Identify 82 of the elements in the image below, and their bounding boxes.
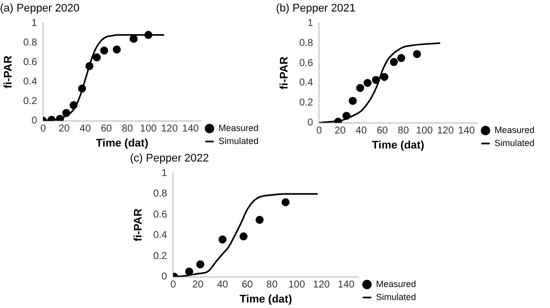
x-tick-label: 20 — [334, 126, 346, 137]
y-tick-label: 0.4 — [23, 76, 38, 88]
point — [256, 216, 264, 224]
x-axis-title: Time (dat) — [96, 137, 149, 150]
point — [342, 112, 350, 120]
x-tick-label: 40 — [80, 124, 92, 135]
chart-title: (b) Pepper 2021 — [276, 2, 356, 15]
y-tick-label: 0 — [162, 272, 168, 283]
x-tick-label: 80 — [266, 280, 278, 291]
y-axis-title: fi-PAR — [278, 56, 291, 90]
y-tick-label: 0.2 — [299, 98, 314, 109]
point — [196, 260, 204, 268]
x-tick-label: 80 — [398, 126, 410, 137]
chart-title: (c) Pepper 2022 — [130, 152, 209, 165]
line-series — [319, 42, 441, 123]
y-tick-label: 0.2 — [23, 96, 38, 108]
point — [85, 62, 94, 70]
point — [364, 78, 372, 87]
y-tick-label: 1 — [162, 168, 168, 179]
x-tick-label: 140 — [338, 280, 355, 291]
x-tick-label: 60 — [376, 126, 388, 137]
point — [348, 96, 357, 105]
y-tick-label: 0.8 — [153, 188, 168, 200]
point — [56, 114, 64, 121]
y-tick-label: 0.6 — [299, 58, 314, 69]
x-tick-label: 100 — [140, 124, 158, 135]
y-tick-label: 0.2 — [153, 250, 168, 262]
x-tick-label: 120 — [161, 124, 178, 135]
legend-label: Measured — [494, 124, 535, 135]
y-tick-label: 1 — [32, 18, 38, 29]
x-tick-label: 100 — [288, 280, 306, 291]
point — [78, 84, 86, 93]
y-tick-label: 0.8 — [299, 38, 314, 49]
x-tick-label: 100 — [416, 126, 434, 137]
y-tick-label: 0 — [32, 116, 38, 127]
point — [100, 46, 108, 55]
y-tick-label: 0.6 — [23, 56, 38, 68]
y-tick-label: 0.6 — [153, 209, 168, 220]
legend-label: Simulated — [376, 292, 416, 302]
point — [390, 58, 398, 66]
chart-title: (a) Pepper 2020 — [0, 2, 80, 15]
legend-label: Measured — [218, 122, 259, 133]
x-tick-label: 0 — [170, 280, 176, 291]
y-tick-label: 0.8 — [23, 37, 38, 48]
y-axis-title: fi-PAR — [132, 208, 145, 242]
x-tick-label: 120 — [313, 280, 330, 291]
x-tick-label: 60 — [100, 124, 112, 135]
point — [397, 54, 406, 62]
x-tick-label: 120 — [437, 126, 454, 137]
point — [380, 72, 388, 81]
legend-label: Simulated — [218, 136, 259, 146]
point — [282, 198, 290, 206]
point — [413, 50, 421, 58]
x-tick-label: 140 — [458, 126, 476, 137]
x-tick-label: 0 — [316, 126, 322, 137]
point — [185, 268, 194, 276]
y-tick-label: 0.4 — [153, 230, 168, 242]
point — [92, 53, 101, 62]
point — [240, 232, 248, 240]
point — [356, 84, 364, 92]
y-axis-title: fi-PAR — [2, 56, 15, 88]
x-axis-title: Time (dat) — [240, 293, 292, 306]
point — [130, 34, 138, 43]
x-axis-title: Time (dat) — [372, 139, 425, 152]
legend-label: Measured — [376, 278, 416, 289]
x-tick-label: 140 — [182, 124, 200, 135]
x-tick-label: 60 — [242, 280, 254, 291]
point — [62, 108, 70, 117]
x-tick-label: 0 — [40, 124, 46, 135]
point — [218, 236, 227, 244]
x-tick-label: 80 — [122, 124, 134, 135]
point — [70, 101, 78, 110]
y-tick-label: 0.4 — [299, 78, 314, 89]
x-tick-label: 20 — [192, 280, 204, 291]
point — [144, 30, 152, 39]
legend-label: Simulated — [494, 138, 535, 148]
point — [112, 46, 121, 54]
x-tick-label: 20 — [58, 124, 70, 135]
x-tick-label: 40 — [216, 280, 229, 291]
x-tick-label: 40 — [356, 126, 368, 137]
y-tick-label: 1 — [308, 18, 314, 29]
point — [372, 76, 380, 84]
